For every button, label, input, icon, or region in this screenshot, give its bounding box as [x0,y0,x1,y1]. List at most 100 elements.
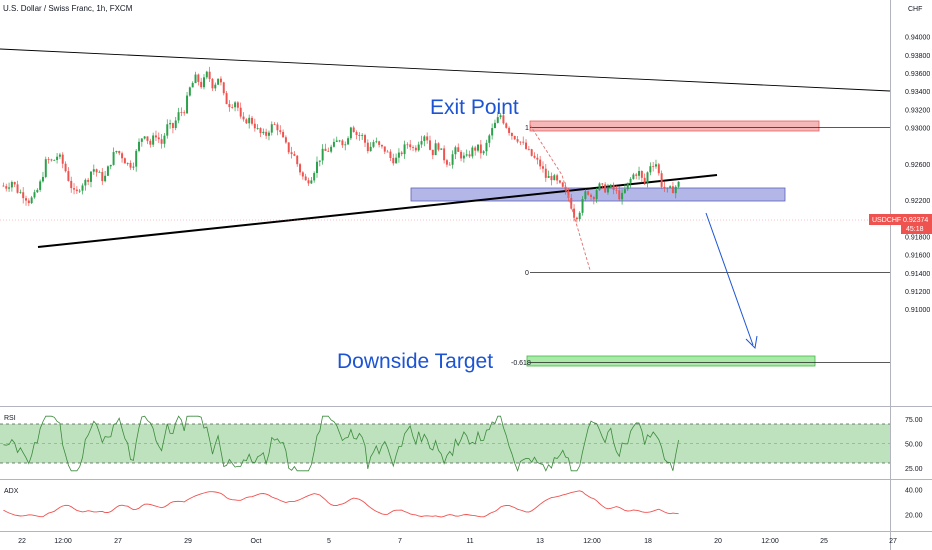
candle-body [448,164,451,166]
candle-body [471,147,474,157]
candle-body [104,175,107,182]
price-tick-label: 0.93000 [905,126,930,133]
upper-trendline[interactable] [0,48,891,92]
downside-target-label: Downside Target [337,350,493,373]
ascending-trendline[interactable] [37,174,718,248]
candle-body [36,189,39,193]
candle-body [160,139,163,144]
candle-body [584,191,587,200]
candle-body [22,192,25,199]
candle-body [657,164,660,174]
price-tick-label: 0.92600 [905,162,930,169]
candle-body [516,139,519,142]
symbol-badge-label: USDCHF [872,217,901,224]
target-zone[interactable] [526,355,816,367]
candle-body [533,155,536,158]
candle-body [78,190,81,192]
price-axis[interactable]: 0.94000 0.93800 0.93600 0.93400 0.93200 0.930… [905,35,930,314]
time-axis[interactable]: 22 12:00 27 29 Oct 5 7 11 13 12:00 18 20 12:00 25 27 [18,538,897,545]
candle-body [392,157,395,164]
time-tick-label: 11 [466,538,473,545]
candle-body [522,141,525,143]
candle-body [414,147,417,151]
candle-body [581,199,584,213]
price-tick-label: 0.91200 [905,289,930,296]
candle-body [426,136,429,141]
candle-body [358,134,361,136]
time-tick-label: 20 [714,538,722,545]
candle-body [140,138,143,142]
candle-body [626,182,629,190]
rsi-line [3,415,679,473]
quote-currency-label: CHF [908,6,922,13]
candle-body [423,136,426,142]
candle-body [183,112,186,114]
candle-body [89,171,92,182]
candle-body [643,177,646,183]
candle-body [615,189,618,191]
candle-body [265,131,268,136]
candle-body [502,115,505,124]
candle-body [87,179,90,182]
candle-body [146,136,149,141]
candle-body [646,172,649,183]
candle-body [315,161,318,174]
fib-label-1: 1 [525,125,529,132]
adx-pane-label: ADX [4,488,19,495]
candle-body [508,127,511,133]
candle-body [652,166,655,168]
candle-body [225,93,228,105]
projection-arrow[interactable] [705,212,758,350]
price-tick-label: 0.93800 [905,53,930,60]
price-tick-label: 0.91800 [905,235,930,242]
candle-body [50,159,53,161]
candle-body [364,135,367,143]
candle-body [530,149,533,156]
candle-body [169,123,172,125]
candle-body [5,186,8,189]
support-zone[interactable] [410,187,786,202]
candle-body [420,141,423,145]
adx-axis[interactable]: 40.00 20.00 [905,487,923,519]
candle-body [491,128,494,136]
rsi-axis[interactable]: 75.00 50.00 25.00 [905,417,923,473]
candle-body [513,136,516,140]
candle-body [417,144,420,151]
candle-body [618,190,621,200]
candle-body [488,135,491,143]
price-tick-label: 0.93600 [905,71,930,78]
candle-body [270,124,273,133]
candle-body [301,172,304,177]
time-tick-label: 12:00 [761,538,779,545]
candle-body [403,144,406,155]
candle-body [242,116,245,120]
candle-body [499,115,502,118]
time-tick-label: 25 [820,538,828,545]
candle-body [154,135,157,138]
candle-body [366,142,369,152]
candle-body [558,180,561,183]
candle-body [75,189,78,192]
fib-retracement[interactable]: 1 0 -0.618 [511,125,890,367]
candle-body [541,166,544,169]
candle-body [465,154,468,156]
candle-body [389,151,392,158]
candle-body [262,131,265,134]
candle-body [443,148,446,161]
candle-body [58,154,61,157]
candle-body [496,117,499,123]
candle-body [539,159,542,167]
candle-body [561,182,564,187]
candle-body [200,81,203,88]
candle-body [10,182,13,188]
candle-body [217,78,220,85]
resistance-zone[interactable] [529,120,820,132]
candle-body [135,150,138,167]
candle-body [307,180,310,184]
candle-body [64,163,67,172]
candle-body [355,132,358,135]
candle-body [231,107,234,108]
price-tick-label: 0.93400 [905,89,930,96]
candle-body [400,152,403,155]
